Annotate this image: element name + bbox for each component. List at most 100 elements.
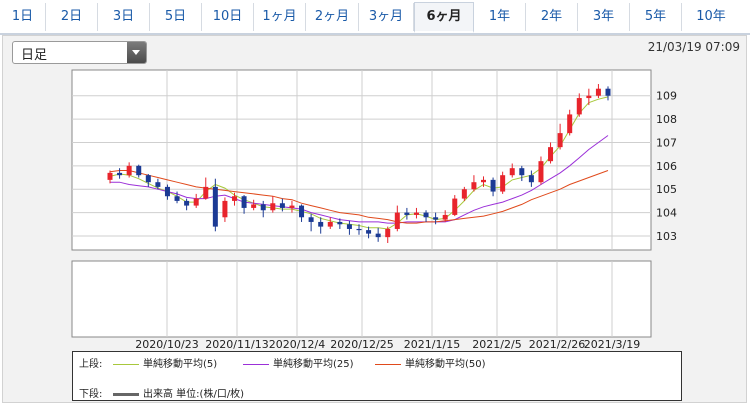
dropdown-chevron-icon[interactable] [127,42,146,63]
tab-2-year[interactable]: 2年 [526,3,578,31]
candle-body [251,204,257,208]
y-tick-label: 109 [656,90,677,103]
candle-body [117,172,123,176]
candle-body [193,198,199,206]
update-timestamp: 21/03/19 07:09 [647,40,740,54]
y-tick-label: 105 [656,183,677,196]
candle-body [500,175,506,192]
tab-1-day[interactable]: 1日 [0,3,46,31]
ma5-swatch-icon [113,363,139,365]
candle-body [586,95,592,99]
candle-body [222,200,228,218]
candle-body [155,182,161,187]
legend-lower-label: 下段: [79,389,103,400]
tab-6-month[interactable]: 6ヶ月 [414,2,474,33]
candle-body [394,212,400,229]
candle-body [136,165,142,176]
candle-body [385,228,391,238]
candle-interval-value: 日足 [21,48,48,63]
legend-ma50: 単純移動平均(50) [373,355,486,370]
candle-body [318,221,324,227]
tab-1-month[interactable]: 1ヶ月 [254,3,306,31]
legend-ma5-label: 単純移動平均(5) [143,359,218,370]
legend-upper-label: 上段: [79,359,103,370]
candle-body [471,182,477,190]
moving-average-line [110,135,609,224]
candle-body [423,212,429,218]
candle-body [241,196,247,208]
y-tick-label: 106 [656,160,677,173]
x-tick-label: 2021/3/19 [584,338,640,350]
legend-volume: 出来高 単位:(株/口/枚) [111,385,244,400]
moving-average-line [109,170,609,224]
candle-body [538,161,544,183]
tab-2-day[interactable]: 2日 [46,3,98,31]
candle-body [366,230,372,234]
tab-3-month[interactable]: 3ヶ月 [359,3,414,31]
candle-body [289,205,295,208]
candle-body [356,228,362,231]
candle-body [375,233,381,238]
tab-2-month[interactable]: 2ヶ月 [306,3,359,31]
legend-ma25-label: 単純移動平均(25) [273,359,354,370]
y-tick-label: 108 [656,113,677,126]
candle-body [442,214,448,220]
ma50-swatch-icon [375,363,401,365]
y-tick-label: 104 [656,207,677,220]
candle-body [576,98,582,115]
tab-1-year[interactable]: 1年 [474,3,526,31]
candle-body [212,186,218,227]
candle-body [528,175,534,183]
candle-body [433,217,439,220]
candle-body [346,224,352,229]
candle-body [232,196,237,201]
candle-body [164,186,170,197]
candle-body [308,217,314,222]
tab-10-day[interactable]: 10日 [202,3,254,31]
candle-body [107,172,113,180]
candle-body [490,179,496,192]
candle-body [260,204,266,211]
tab-5-year[interactable]: 5年 [630,3,682,31]
period-tab-bar: 1日 2日 3日 5日 10日 1ヶ月 2ヶ月 3ヶ月 6ヶ月 1年 2年 3年… [0,0,750,35]
y-tick-label: 107 [656,136,677,149]
candle-body [145,175,151,183]
x-tick-label: 2020/10/23 [135,338,198,350]
candle-body [605,88,611,96]
candle-body [567,114,573,134]
candle-body [270,203,276,211]
candle-body [299,205,305,218]
x-tick-label: 2021/1/15 [404,338,460,350]
volume-swatch-icon [113,392,139,396]
tab-10-year[interactable]: 10年 [696,9,726,24]
x-tick-label: 2020/12/25 [330,338,393,350]
candle-body [184,200,190,206]
legend-ma5: 単純移動平均(5) [111,355,217,370]
candle-body [452,198,458,215]
tab-5-day[interactable]: 5日 [150,3,202,31]
candle-body [327,221,333,227]
candle-body [595,88,601,96]
candle-interval-select[interactable]: 日足 [12,41,147,64]
tab-3-year[interactable]: 3年 [578,3,630,31]
legend-ma50-label: 単純移動平均(50) [405,359,486,370]
x-tick-label: 2021/2/5 [472,338,521,350]
candle-body [461,189,467,199]
candle-body [337,221,343,225]
candle-body [404,212,410,215]
x-tick-label: 2021/2/26 [529,338,585,350]
x-tick-label: 2020/11/13 [205,338,268,350]
candle-body [557,133,563,148]
tab-3-day[interactable]: 3日 [98,3,150,31]
candle-body [174,196,180,201]
ma25-swatch-icon [243,363,269,365]
candle-body [548,147,554,162]
candle-body [126,165,132,176]
legend-volume-label: 出来高 単位:(株/口/枚) [143,389,245,400]
candle-body [413,212,419,215]
candle-body [509,168,515,176]
chart-legend: 上段: 単純移動平均(5) 単純移動平均(25) 単純移動平均(50) 下段: … [72,351,682,401]
candle-body [519,168,525,176]
price-chart: 103 104 105 106 107 108 109 2020/10/23 2020/11/… [71,69,677,350]
